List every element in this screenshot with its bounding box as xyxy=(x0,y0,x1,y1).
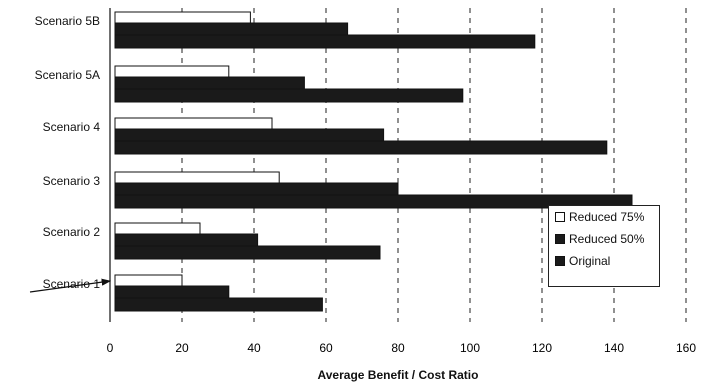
x-axis-title: Average Benefit / Cost Ratio xyxy=(0,368,706,382)
bar-reduced-75--1 xyxy=(115,12,250,23)
bar-reduced-50--3 xyxy=(115,129,384,142)
x-tick-label: 20 xyxy=(175,341,189,355)
bar-reduced-50--6 xyxy=(115,286,229,299)
legend-label: Original xyxy=(569,254,610,268)
y-category-label: Scenario 5A xyxy=(0,68,100,82)
x-tick-label: 0 xyxy=(107,341,114,355)
x-tick-label: 100 xyxy=(460,341,480,355)
x-tick-label: 80 xyxy=(391,341,405,355)
bar-reduced-75--4 xyxy=(115,172,279,183)
y-category-label: Scenario 5B xyxy=(0,14,100,28)
legend: Reduced 75% Reduced 50% Original xyxy=(548,205,660,287)
bar-original-1 xyxy=(115,35,535,48)
y-category-label: Scenario 4 xyxy=(0,120,100,134)
x-tick-labels: 0 20 40 60 80 100 120 140 160 xyxy=(107,341,697,355)
bar-original-5 xyxy=(115,246,380,259)
x-tick-label: 120 xyxy=(532,341,552,355)
x-tick-label: 160 xyxy=(676,341,696,355)
y-category-label: Scenario 1 xyxy=(0,277,100,291)
bar-reduced-75--3 xyxy=(115,118,272,129)
bar-reduced-50--1 xyxy=(115,23,348,36)
x-tick-label: 40 xyxy=(247,341,261,355)
bar-original-6 xyxy=(115,298,322,311)
y-category-label: Scenario 3 xyxy=(0,174,100,188)
bar-reduced-50--4 xyxy=(115,183,398,196)
bar-reduced-50--2 xyxy=(115,77,304,90)
bar-original-2 xyxy=(115,89,463,102)
y-category-label: Scenario 2 xyxy=(0,225,100,239)
bar-reduced-75--5 xyxy=(115,223,200,234)
legend-label: Reduced 50% xyxy=(569,232,644,246)
bar-reduced-50--5 xyxy=(115,234,258,247)
bar-reduced-75--2 xyxy=(115,66,229,77)
legend-label: Reduced 75% xyxy=(569,210,644,224)
legend-item: Original xyxy=(549,250,659,272)
legend-swatch-original xyxy=(555,256,565,266)
legend-swatch-reduced-50 xyxy=(555,234,565,244)
bar-reduced-75--6 xyxy=(115,275,182,286)
x-tick-label: 60 xyxy=(319,341,333,355)
legend-item: Reduced 50% xyxy=(549,228,659,250)
bar-original-3 xyxy=(115,141,607,154)
legend-swatch-reduced-75 xyxy=(555,212,565,222)
x-tick-label: 140 xyxy=(604,341,624,355)
legend-item: Reduced 75% xyxy=(549,206,659,228)
